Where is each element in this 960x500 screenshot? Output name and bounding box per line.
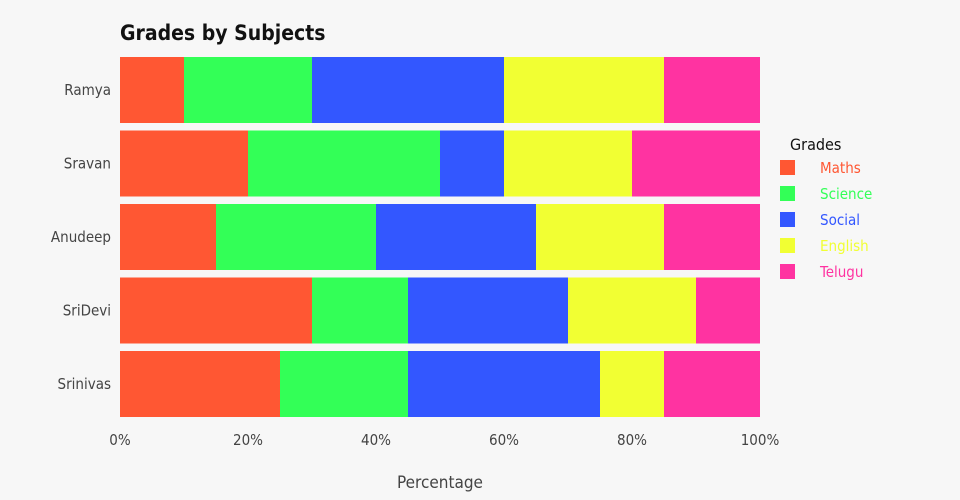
legend-label-maths: Maths — [820, 159, 861, 177]
bar-ramya-english — [504, 57, 664, 123]
category-label-srinivas: Srinivas — [58, 375, 111, 393]
x-axis-title: Percentage — [397, 473, 483, 493]
bar-anudeep-maths — [120, 204, 216, 270]
x-tick-labels: 0% 20% 40% 60% 80% 100% — [109, 431, 779, 449]
bar-srinivas-english — [600, 351, 664, 417]
legend-swatch-maths — [780, 160, 795, 175]
legend-swatch-telugu — [780, 264, 795, 279]
bar-sravan-telugu — [632, 130, 760, 197]
x-tick-label: 60% — [489, 431, 519, 449]
bar-ramya-telugu — [664, 57, 760, 123]
bar-sravan-english — [504, 130, 632, 197]
bar-srinivas-science — [280, 351, 408, 417]
bar-ramya-social — [312, 57, 504, 123]
bar-sridevi-telugu — [696, 277, 760, 344]
bars-group — [120, 57, 760, 417]
legend: Grades Maths Science Social English Telugu — [780, 135, 872, 281]
legend-label-english: English — [820, 237, 869, 255]
bar-sridevi-english — [568, 277, 696, 344]
x-tick-label: 0% — [109, 431, 131, 449]
bar-anudeep-science — [216, 204, 376, 270]
category-label-ramya: Ramya — [64, 81, 111, 99]
bar-sridevi-maths — [120, 277, 312, 344]
category-label-sravan: Sravan — [64, 155, 111, 173]
category-label-anudeep: Anudeep — [51, 228, 111, 246]
bar-sridevi-social — [408, 277, 568, 344]
chart-title: Grades by Subjects — [120, 21, 326, 45]
x-tick-label: 20% — [233, 431, 263, 449]
bar-sravan-social — [440, 130, 504, 197]
legend-swatch-social — [780, 212, 795, 227]
bar-ramya-science — [184, 57, 312, 123]
bar-srinivas-telugu — [664, 351, 760, 417]
bar-anudeep-english — [536, 204, 664, 270]
bar-sravan-maths — [120, 130, 248, 197]
x-tick-label: 80% — [617, 431, 647, 449]
bar-sravan-science — [248, 130, 440, 197]
legend-label-social: Social — [820, 211, 860, 229]
x-tick-label: 40% — [361, 431, 391, 449]
category-label-sridevi: SriDevi — [63, 302, 111, 320]
bar-srinivas-maths — [120, 351, 280, 417]
bar-anudeep-social — [376, 204, 536, 270]
bar-srinivas-social — [408, 351, 600, 417]
bar-anudeep-telugu — [664, 204, 760, 270]
legend-label-science: Science — [820, 185, 872, 203]
x-tick-label: 100% — [741, 431, 780, 449]
legend-label-telugu: Telugu — [819, 263, 863, 281]
bar-ramya-maths — [120, 57, 184, 123]
category-labels: Ramya Sravan Anudeep SriDevi Srinivas — [51, 81, 111, 393]
legend-swatch-english — [780, 238, 795, 253]
legend-title: Grades — [790, 135, 841, 154]
bar-sridevi-science — [312, 277, 408, 344]
legend-swatch-science — [780, 186, 795, 201]
